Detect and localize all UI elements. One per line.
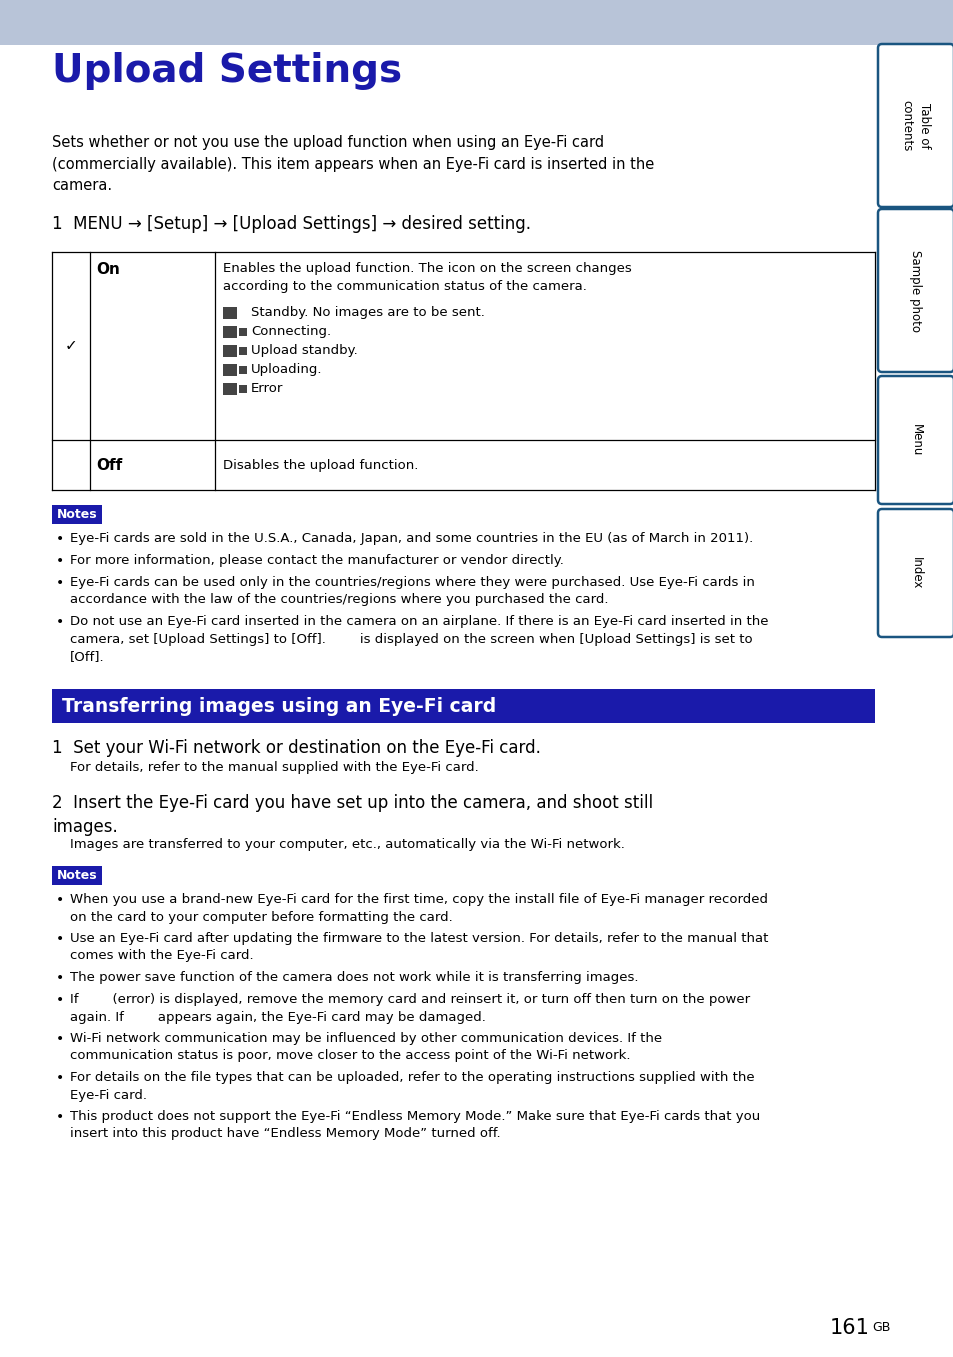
Text: •: • bbox=[56, 615, 64, 630]
Text: •: • bbox=[56, 532, 64, 546]
Text: •: • bbox=[56, 554, 64, 569]
Text: Upload Settings: Upload Settings bbox=[52, 52, 402, 90]
Text: 1  MENU → [Setup] → [Upload Settings] → desired setting.: 1 MENU → [Setup] → [Upload Settings] → d… bbox=[52, 214, 531, 233]
Text: •: • bbox=[56, 972, 64, 985]
Text: This product does not support the Eye-Fi “Endless Memory Mode.” Make sure that E: This product does not support the Eye-Fi… bbox=[70, 1110, 760, 1140]
Text: Use an Eye-Fi card after updating the firmware to the latest version. For detail: Use an Eye-Fi card after updating the fi… bbox=[70, 932, 767, 962]
Text: Enables the upload function. The icon on the screen changes: Enables the upload function. The icon on… bbox=[223, 262, 631, 275]
Text: Connecting.: Connecting. bbox=[251, 324, 331, 338]
Text: The power save function of the camera does not work while it is transferring ima: The power save function of the camera do… bbox=[70, 972, 638, 984]
Text: Notes: Notes bbox=[56, 508, 97, 521]
Text: ✓: ✓ bbox=[65, 338, 77, 354]
FancyBboxPatch shape bbox=[877, 376, 953, 503]
Text: Disables the upload function.: Disables the upload function. bbox=[223, 459, 418, 471]
Text: Sample photo: Sample photo bbox=[908, 250, 922, 331]
Text: Transferring images using an Eye-Fi card: Transferring images using an Eye-Fi card bbox=[62, 696, 496, 715]
FancyBboxPatch shape bbox=[877, 509, 953, 636]
Bar bbox=[239, 328, 247, 337]
Text: according to the communication status of the camera.: according to the communication status of… bbox=[223, 280, 586, 293]
Text: •: • bbox=[56, 893, 64, 906]
Text: •: • bbox=[56, 575, 64, 590]
Text: •: • bbox=[56, 1071, 64, 1086]
Bar bbox=[239, 366, 247, 375]
Text: Uploading.: Uploading. bbox=[251, 364, 322, 376]
Bar bbox=[223, 383, 236, 395]
Bar bbox=[223, 307, 236, 319]
Text: Standby. No images are to be sent.: Standby. No images are to be sent. bbox=[251, 305, 484, 319]
Text: Menu: Menu bbox=[908, 423, 922, 456]
Text: For details on the file types that can be uploaded, refer to the operating instr: For details on the file types that can b… bbox=[70, 1071, 754, 1102]
Text: Notes: Notes bbox=[56, 868, 97, 882]
Text: Upload standby.: Upload standby. bbox=[251, 345, 357, 357]
Text: •: • bbox=[56, 932, 64, 946]
Bar bbox=[52, 866, 102, 885]
Text: For details, refer to the manual supplied with the Eye-Fi card.: For details, refer to the manual supplie… bbox=[70, 761, 478, 773]
Text: Off: Off bbox=[96, 457, 122, 472]
Text: Do not use an Eye-Fi card inserted in the camera on an airplane. If there is an : Do not use an Eye-Fi card inserted in th… bbox=[70, 615, 768, 664]
Text: If        (error) is displayed, remove the memory card and reinsert it, or turn : If (error) is displayed, remove the memo… bbox=[70, 993, 749, 1023]
Bar bbox=[52, 505, 102, 524]
Bar bbox=[239, 385, 247, 394]
Text: For more information, please contact the manufacturer or vendor directly.: For more information, please contact the… bbox=[70, 554, 563, 567]
FancyBboxPatch shape bbox=[877, 43, 953, 208]
Text: 161: 161 bbox=[829, 1318, 869, 1338]
Bar bbox=[52, 689, 874, 723]
Text: 2  Insert the Eye-Fi card you have set up into the camera, and shoot still
image: 2 Insert the Eye-Fi card you have set up… bbox=[52, 794, 653, 836]
Text: Index: Index bbox=[908, 556, 922, 589]
Text: •: • bbox=[56, 993, 64, 1007]
Bar bbox=[0, 0, 953, 45]
Text: Wi-Fi network communication may be influenced by other communication devices. If: Wi-Fi network communication may be influ… bbox=[70, 1033, 661, 1063]
Text: 1  Set your Wi-Fi network or destination on the Eye-Fi card.: 1 Set your Wi-Fi network or destination … bbox=[52, 740, 540, 757]
Text: Eye-Fi cards can be used only in the countries/regions where they were purchased: Eye-Fi cards can be used only in the cou… bbox=[70, 575, 754, 607]
Text: Sets whether or not you use the upload function when using an Eye-Fi card
(comme: Sets whether or not you use the upload f… bbox=[52, 134, 654, 193]
Text: GB: GB bbox=[871, 1320, 889, 1334]
Text: Images are transferred to your computer, etc., automatically via the Wi-Fi netwo: Images are transferred to your computer,… bbox=[70, 839, 624, 851]
Text: On: On bbox=[96, 262, 120, 277]
Text: Table of
contents: Table of contents bbox=[900, 100, 930, 151]
Text: Eye-Fi cards are sold in the U.S.A., Canada, Japan, and some countries in the EU: Eye-Fi cards are sold in the U.S.A., Can… bbox=[70, 532, 753, 546]
FancyBboxPatch shape bbox=[877, 209, 953, 372]
Text: •: • bbox=[56, 1033, 64, 1046]
Text: When you use a brand-new Eye-Fi card for the first time, copy the install file o: When you use a brand-new Eye-Fi card for… bbox=[70, 893, 767, 924]
Bar bbox=[239, 347, 247, 356]
Bar bbox=[223, 326, 236, 338]
Text: •: • bbox=[56, 1110, 64, 1124]
Bar bbox=[223, 364, 236, 376]
Bar bbox=[223, 345, 236, 357]
Text: Error: Error bbox=[251, 383, 283, 395]
